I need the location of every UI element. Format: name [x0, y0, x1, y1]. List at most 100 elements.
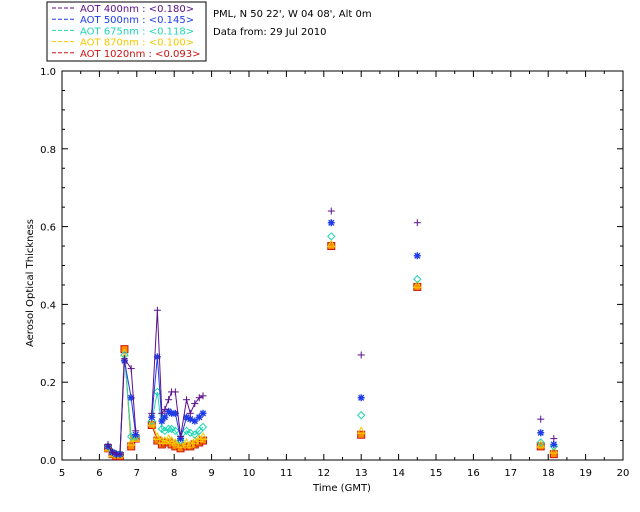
data-point [148, 413, 156, 421]
data-point [199, 392, 207, 400]
data-point [177, 433, 185, 441]
x-tick-label: 7 [134, 468, 140, 479]
x-tick-label: 17 [504, 468, 517, 479]
data-point [186, 428, 195, 437]
data-point [357, 351, 365, 359]
data-point [182, 437, 191, 446]
data-point [171, 426, 180, 436]
data-point [326, 239, 336, 248]
data-point [176, 439, 185, 448]
data-point [183, 396, 191, 404]
data-point [167, 436, 176, 444]
data-point [550, 440, 558, 448]
data-point [160, 436, 170, 444]
marker-stroke [537, 429, 544, 436]
data-point [171, 409, 179, 417]
data-point [412, 280, 422, 289]
data-point [171, 388, 179, 396]
data-point [164, 424, 173, 434]
data-point [199, 409, 207, 417]
data-point [413, 252, 421, 260]
data-point [413, 274, 422, 284]
x-axis-label: Time (GMT) [312, 483, 371, 494]
data-point [148, 409, 156, 417]
data-point [195, 394, 203, 402]
data-point [116, 450, 124, 458]
data-point [198, 432, 208, 440]
legend-entry: AOT 675nm : <0.118> [80, 26, 194, 37]
series-layer [103, 207, 559, 461]
marker-stroke [132, 431, 139, 438]
x-tick-label: 10 [243, 468, 256, 479]
data-point [120, 355, 128, 363]
data-point [357, 394, 365, 402]
x-tick-label: 15 [430, 468, 443, 479]
marker-stroke [414, 252, 421, 259]
legend: AOT 400nm : <0.180>AOT 500nm : <0.145>AO… [52, 4, 200, 60]
x-tick-label: 12 [317, 468, 330, 479]
y-tick-label: 0.8 [40, 145, 56, 156]
data-point [153, 306, 161, 314]
station-label: PML, N 50 22', W 04 08', Alt 0m [213, 9, 372, 20]
data-point [176, 436, 185, 445]
marker-stroke [199, 410, 207, 417]
data-point [158, 409, 166, 417]
y-tick-label: 0.2 [40, 378, 56, 389]
data-point [161, 405, 169, 413]
x-tick-label: 5 [59, 468, 65, 479]
data-point [131, 432, 140, 441]
data-point [182, 426, 191, 436]
y-tick-label: 1.0 [40, 67, 56, 78]
data-point [327, 232, 336, 241]
data-point [356, 411, 366, 420]
data-point [194, 434, 204, 442]
data-point [127, 365, 135, 373]
data-point [170, 437, 180, 446]
series-diamond [103, 232, 559, 459]
data-point [198, 422, 208, 432]
y-tick-label: 0.0 [40, 456, 56, 467]
axes: 5 6 7 8 9 10 11 12 13 14 15 16 17 18 19 20 0.0 0.2 0.4 0.6 0… [40, 67, 629, 479]
data-point [104, 440, 112, 448]
x-tick-label: 13 [355, 468, 368, 479]
legend-entry: AOT 400nm : <0.180> [80, 4, 194, 15]
data-point [108, 448, 116, 456]
data-point [536, 438, 545, 447]
data-point [153, 432, 162, 440]
marker-stroke [187, 416, 194, 423]
data-point [158, 417, 166, 425]
x-tick-label: 16 [467, 468, 480, 479]
data-point [550, 435, 558, 443]
data-point [186, 409, 194, 417]
marker-stroke [328, 219, 335, 226]
y-axis-label: Aerosol Optical Thickness [25, 219, 36, 347]
marker-stroke [183, 414, 190, 421]
data-point [327, 207, 335, 215]
x-tick-label: 20 [617, 468, 630, 479]
x-tick-label: 18 [542, 468, 555, 479]
series-line [151, 391, 204, 442]
x-tick-label: 8 [171, 468, 177, 479]
data-point [165, 396, 173, 404]
date-label: Data from: 29 Jul 2010 [213, 27, 326, 38]
series-plus [104, 207, 558, 458]
marker-stroke [165, 408, 172, 415]
marker-stroke [148, 414, 155, 421]
data-point [185, 439, 195, 448]
x-tick-label: 19 [579, 468, 592, 479]
x-tick-label: 14 [392, 468, 405, 479]
data-point [537, 415, 545, 423]
legend-entry: AOT 1020nm : <0.093> [80, 49, 200, 60]
data-point [549, 442, 559, 451]
data-point [357, 430, 366, 439]
data-point [549, 445, 559, 454]
legend-entry: AOT 500nm : <0.145> [80, 15, 194, 26]
data-point [413, 282, 422, 291]
marker-stroke [550, 441, 557, 448]
data-point [537, 429, 545, 437]
data-point [132, 431, 140, 439]
data-point [356, 426, 366, 435]
data-point [164, 434, 173, 442]
y-tick-label: 0.4 [40, 300, 56, 311]
